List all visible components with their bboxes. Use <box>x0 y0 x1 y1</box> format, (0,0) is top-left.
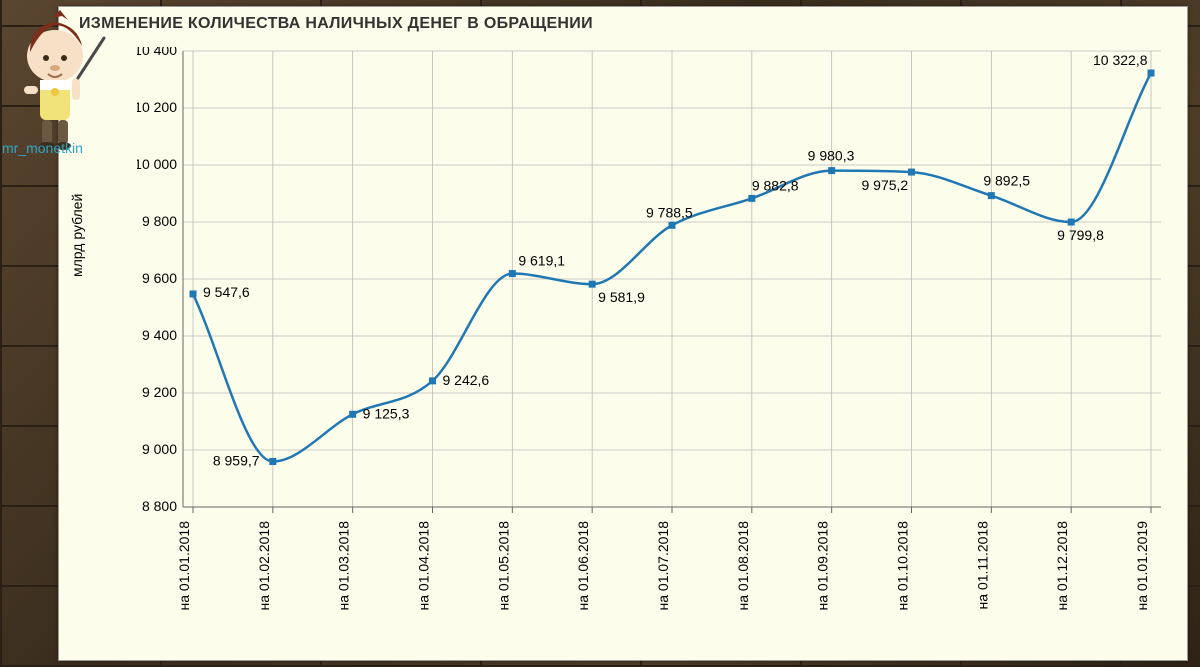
chart-panel: ИЗМЕНЕНИЕ КОЛИЧЕСТВА НАЛИЧНЫХ ДЕНЕГ В ОБ… <box>58 6 1188 661</box>
x-tick-label: на 01.02.2018 <box>256 521 272 611</box>
x-tick-label: на 01.03.2018 <box>336 521 352 611</box>
data-label: 9 242,6 <box>443 372 490 388</box>
y-tick-label: 10 400 <box>137 47 177 58</box>
data-label: 9 975,2 <box>862 177 909 193</box>
chart-title: ИЗМЕНЕНИЕ КОЛИЧЕСТВА НАЛИЧНЫХ ДЕНЕГ В ОБ… <box>79 15 593 33</box>
data-marker <box>988 192 995 199</box>
data-label: 8 959,7 <box>213 452 260 468</box>
x-tick-label: на 01.05.2018 <box>495 521 511 611</box>
x-tick-label: на 01.04.2018 <box>416 521 432 611</box>
data-marker <box>1148 70 1155 77</box>
y-axis-label: млрд рублей <box>69 194 85 277</box>
x-tick-label: на 01.01.2018 <box>176 521 192 611</box>
data-label: 9 980,3 <box>808 148 855 164</box>
data-label: 9 547,6 <box>203 284 250 300</box>
plot-area: 8 8009 0009 2009 4009 6009 80010 00010 2… <box>137 47 1171 507</box>
data-label: 9 581,9 <box>598 289 645 305</box>
data-marker <box>349 411 356 418</box>
data-marker <box>1068 219 1075 226</box>
data-label: 10 322,8 <box>1093 52 1148 68</box>
data-label: 9 892,5 <box>983 173 1030 189</box>
y-tick-label: 9 800 <box>142 213 177 229</box>
data-marker <box>669 222 676 229</box>
x-tick-label: на 01.06.2018 <box>575 521 591 611</box>
y-tick-label: 10 000 <box>137 156 177 172</box>
data-label: 9 799,8 <box>1057 227 1104 243</box>
chart-svg: 8 800 9 000 9 200 9 400 9 600 9 800 10 000 10 2… <box>137 47 1171 657</box>
y-tick-label: 10 200 <box>137 99 177 115</box>
data-label: 9 125,3 <box>363 405 410 421</box>
data-marker <box>269 458 276 465</box>
x-tick-label: на 01.12.2018 <box>1054 521 1070 611</box>
x-tick-label: на 01.09.2018 <box>815 521 831 611</box>
y-tick-label: 8 800 <box>142 498 177 514</box>
data-marker <box>748 195 755 202</box>
data-marker <box>828 167 835 174</box>
data-label: 9 619,1 <box>518 253 565 269</box>
data-label: 9 788,5 <box>646 204 693 220</box>
data-marker <box>429 377 436 384</box>
y-tick-label: 9 200 <box>142 384 177 400</box>
x-tick-label: на 01.11.2018 <box>974 521 990 610</box>
data-marker <box>190 290 197 297</box>
x-tick-label: на 01.10.2018 <box>895 521 911 611</box>
y-tick-label: 9 000 <box>142 441 177 457</box>
data-marker <box>589 281 596 288</box>
data-label: 9 882,8 <box>752 177 799 193</box>
data-marker <box>509 270 516 277</box>
watermark-text: mr_monetkin <box>2 140 83 156</box>
x-tick-label: на 01.07.2018 <box>655 521 671 611</box>
data-marker <box>908 169 915 176</box>
x-tick-label: на 01.01.2019 <box>1134 521 1150 611</box>
x-tick-label: на 01.08.2018 <box>735 521 751 611</box>
y-tick-label: 9 400 <box>142 327 177 343</box>
y-tick-label: 9 600 <box>142 270 177 286</box>
